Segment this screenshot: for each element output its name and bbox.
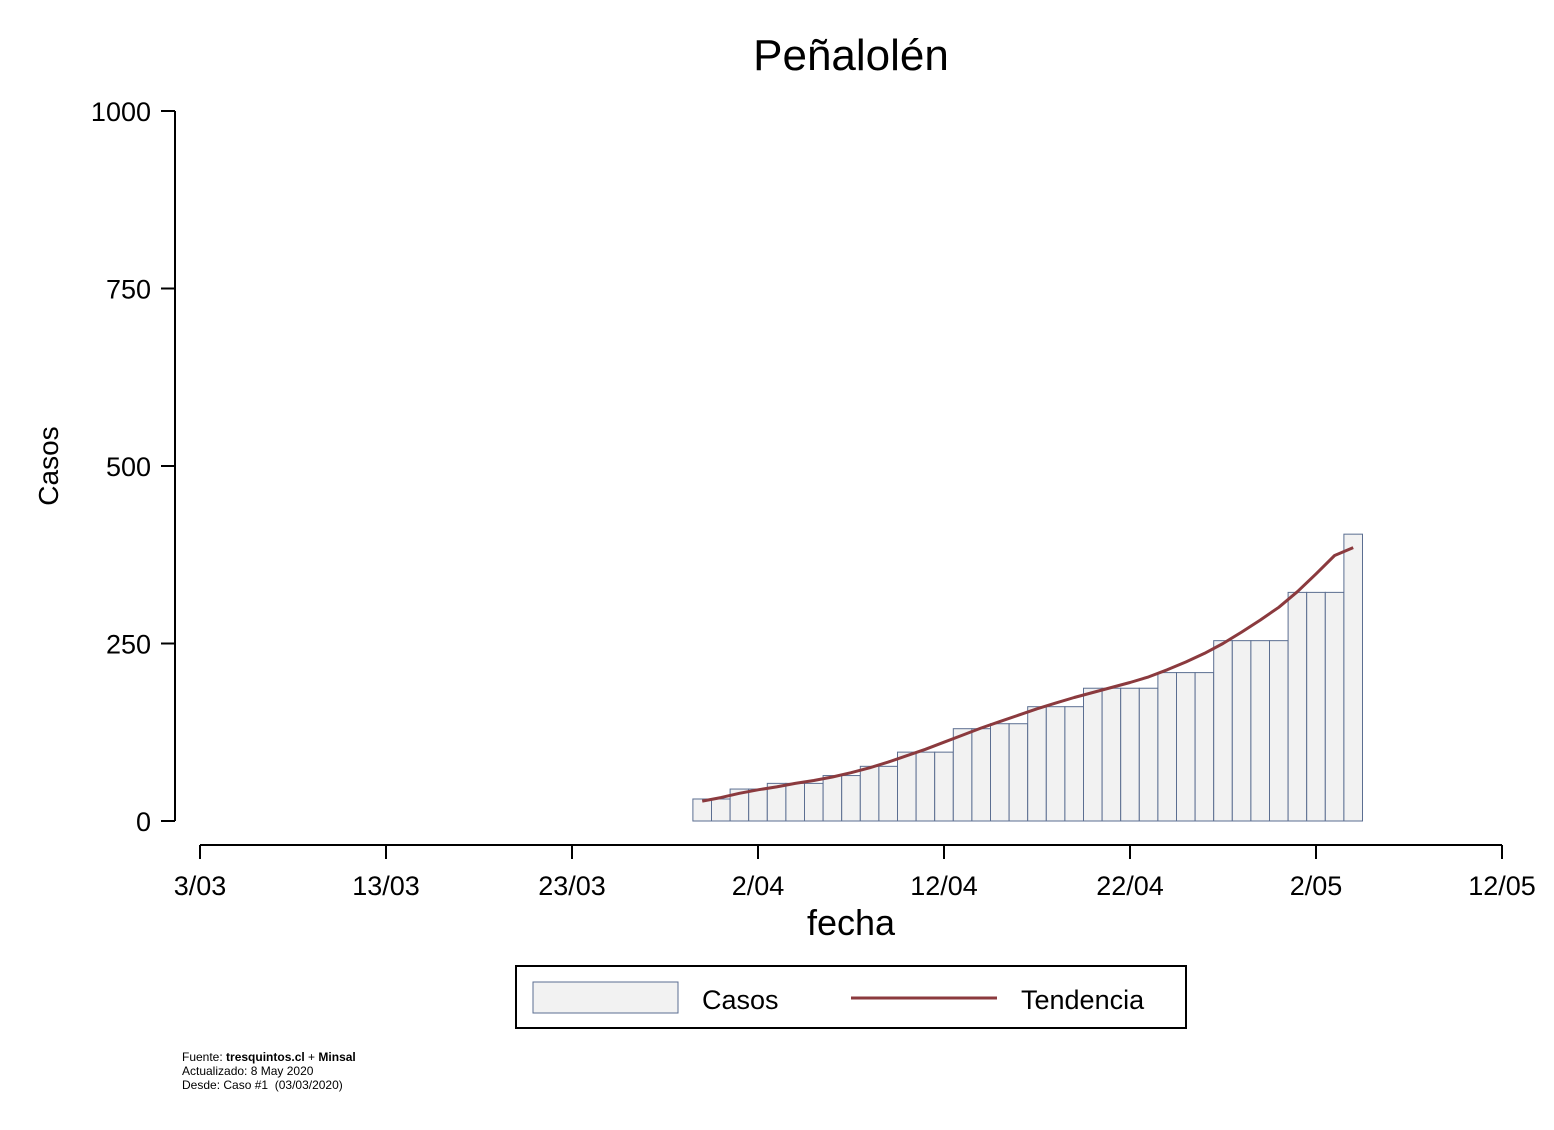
bar	[1250, 640, 1271, 822]
bar	[711, 798, 731, 822]
x-tick-label: 3/03	[174, 871, 227, 901]
bar	[1269, 640, 1289, 822]
y-tick-label: 250	[106, 630, 151, 660]
chart-title: Peñalolén	[753, 31, 949, 80]
bar	[1231, 640, 1252, 822]
footnote-since: Desde: Caso #1 (03/03/2020)	[182, 1078, 343, 1092]
bar	[822, 775, 843, 822]
footnote-updated: Actualizado: 8 May 2020	[182, 1064, 314, 1078]
y-tick-label: 0	[136, 807, 151, 837]
y-axis: 0 250 500 750 1000	[91, 97, 176, 837]
x-tick-label: 12/05	[1468, 871, 1536, 901]
bar	[952, 728, 973, 822]
y-tick-label: 750	[106, 275, 151, 305]
bar	[1138, 687, 1159, 822]
bar	[897, 751, 917, 822]
bar	[990, 723, 1010, 822]
bar	[971, 728, 992, 822]
legend-label-tendencia: Tendencia	[1021, 985, 1145, 1015]
y-tick-label: 1000	[91, 97, 151, 127]
footnote-source: Fuente: tresquintos.cl + Minsal	[182, 1050, 356, 1064]
bar	[934, 751, 954, 822]
bar	[1064, 706, 1085, 822]
legend: Casos Tendencia	[515, 965, 1187, 1029]
legend-label-casos: Casos	[702, 985, 779, 1015]
bar	[878, 765, 899, 822]
legend-swatch-casos	[532, 981, 679, 1014]
x-tick-label: 13/03	[352, 871, 420, 901]
trend-line	[701, 546, 1354, 803]
bar	[785, 782, 806, 822]
y-axis-label: Casos	[33, 426, 64, 505]
bar	[1343, 533, 1364, 822]
bar	[1101, 687, 1122, 822]
bar	[1306, 591, 1326, 822]
x-tick-label: 2/05	[1290, 871, 1343, 901]
bar	[1213, 640, 1233, 822]
bar	[1008, 723, 1029, 822]
bar	[748, 788, 768, 822]
bar	[1045, 706, 1066, 822]
bar	[1194, 672, 1215, 822]
bar	[1120, 687, 1140, 822]
bar	[804, 782, 824, 822]
x-axis: 3/03 13/03 23/03 2/04 12/04 22/04 2/05 12/05	[174, 844, 1536, 901]
bar	[1157, 672, 1178, 822]
x-tick-label: 12/04	[910, 871, 978, 901]
trend-series	[701, 546, 1354, 803]
bar	[1027, 706, 1047, 822]
bar	[1083, 687, 1103, 822]
bar	[859, 765, 880, 822]
y-tick-label: 500	[106, 452, 151, 482]
bar	[692, 798, 713, 822]
bar	[841, 775, 861, 822]
bar-series	[692, 533, 1364, 822]
bar	[1287, 591, 1308, 822]
x-tick-label: 2/04	[732, 871, 785, 901]
bar	[1324, 591, 1345, 822]
x-axis-label: fecha	[807, 902, 896, 943]
bar	[915, 751, 936, 822]
x-tick-label: 23/03	[538, 871, 606, 901]
source-footnote: Fuente: tresquintos.cl + Minsal Actualiz…	[182, 1050, 356, 1092]
bar	[1176, 672, 1196, 822]
x-tick-label: 22/04	[1096, 871, 1164, 901]
